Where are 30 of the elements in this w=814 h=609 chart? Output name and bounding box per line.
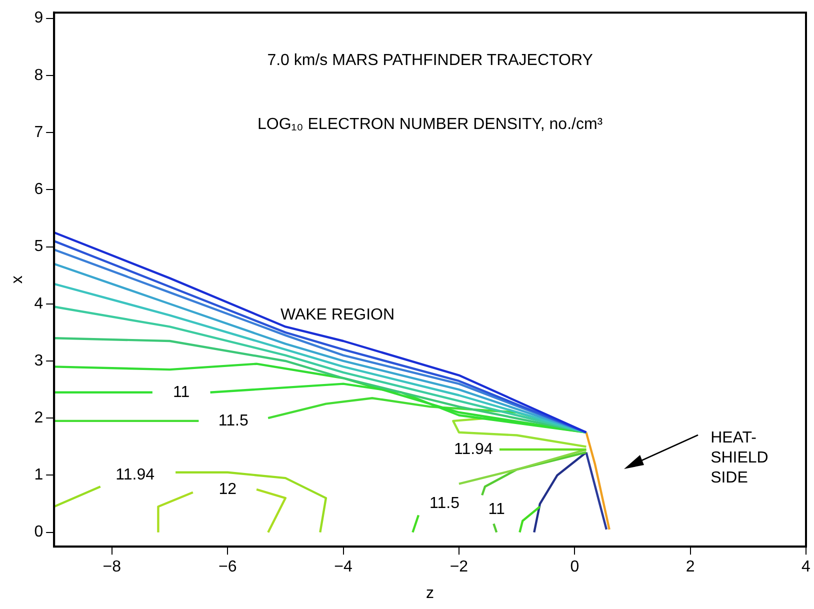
y-tick-label: 0 xyxy=(34,524,44,541)
x-tick-label: 4 xyxy=(802,558,811,576)
text: LOG₁₀ ELECTRON NUMBER DENSITY, no./cm³ xyxy=(257,116,604,134)
annotation: 11 xyxy=(488,500,505,518)
x-tick-label: 0 xyxy=(570,558,580,576)
x-tick-label: −2 xyxy=(450,558,468,576)
y-tick-label: 1 xyxy=(34,466,44,484)
annotation: 11.94 xyxy=(116,466,155,484)
y-tick-label: 3 xyxy=(34,352,44,370)
x-tick-label: −4 xyxy=(334,558,353,576)
annotation: HEAT- SHIELD SIDE xyxy=(710,429,768,486)
y-tick-label: 9 xyxy=(34,10,44,27)
annotation: 12 xyxy=(218,480,237,498)
x-tick-label: −8 xyxy=(102,558,122,576)
annotation: WAKE REGION xyxy=(280,306,395,324)
y-axis-title: x xyxy=(9,276,26,284)
y-tick-label: 8 xyxy=(34,66,44,84)
x-tick-label: 2 xyxy=(686,558,695,576)
y-tick-label: 6 xyxy=(34,181,44,198)
y-tick-label: 2 xyxy=(34,410,44,427)
y-tick-label: 4 xyxy=(34,295,44,312)
y-tick-label: 7 xyxy=(34,124,44,141)
text: 7.0 km/s MARS PATHFINDER TRAJECTORY xyxy=(267,52,594,70)
annotation: 11.5 xyxy=(430,495,460,512)
x-axis-title: z xyxy=(426,584,434,602)
x-tick-label: −6 xyxy=(218,558,237,576)
annotation: 11.94 xyxy=(454,440,493,458)
annotation: 11.5 xyxy=(218,412,248,430)
annotation: 11 xyxy=(173,384,190,401)
y-tick-label: 5 xyxy=(34,238,44,256)
